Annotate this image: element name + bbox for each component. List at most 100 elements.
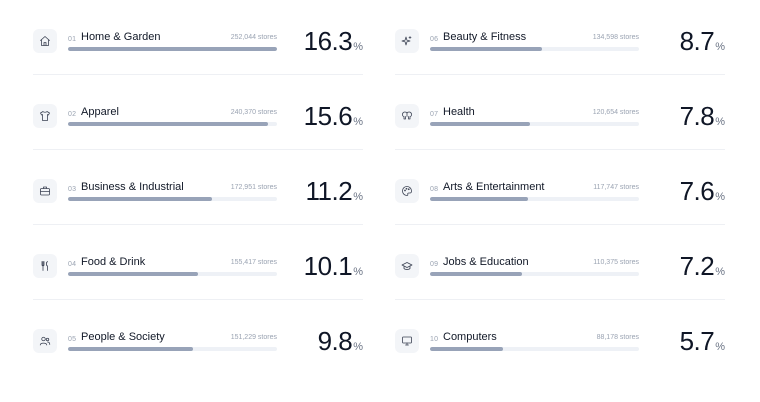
share-bar-fill	[68, 347, 194, 351]
percent-sign: %	[353, 116, 363, 128]
category-name: Business & Industrial	[81, 181, 184, 193]
percent-sign: %	[353, 41, 363, 53]
share-bar-fill	[430, 347, 504, 351]
store-count: 172,951 stores	[230, 184, 277, 191]
category-row: 05 People & Society 151,229 stores 9.8%	[33, 300, 363, 375]
store-count: 240,370 stores	[230, 109, 277, 116]
category-name: Arts & Entertainment	[443, 181, 545, 193]
store-count: 252,044 stores	[230, 34, 277, 41]
category-name: Health	[443, 106, 475, 118]
category-rank: 05	[68, 336, 77, 343]
percent-sign: %	[353, 266, 363, 278]
percent-sign: %	[715, 41, 725, 53]
graduation-cap-icon	[395, 254, 419, 278]
briefcase-icon	[33, 179, 57, 203]
share-bar	[430, 122, 639, 126]
store-count: 134,598 stores	[592, 34, 639, 41]
category-name: Beauty & Fitness	[443, 31, 527, 43]
share-bar-fill	[68, 272, 198, 276]
percent-value: 8.7	[679, 26, 715, 56]
category-column-right: 06 Beauty & Fitness 134,598 stores 8.7% …	[395, 0, 725, 375]
percent-sign: %	[715, 116, 725, 128]
category-row: 02 Apparel 240,370 stores 15.6%	[33, 75, 363, 150]
category-name: Jobs & Education	[443, 256, 529, 268]
store-count: 110,375 stores	[593, 259, 639, 266]
share-bar	[68, 47, 277, 51]
store-count: 117,747 stores	[593, 184, 639, 191]
store-count: 88,178 stores	[596, 334, 639, 341]
sparkles-icon	[395, 29, 419, 53]
category-row: 08 Arts & Entertainment 117,747 stores 7…	[395, 150, 725, 225]
share-bar	[430, 347, 639, 351]
percent-sign: %	[715, 191, 725, 203]
utensils-icon	[33, 254, 57, 278]
category-name: Home & Garden	[81, 31, 161, 43]
share-percent: 15.6%	[304, 101, 363, 132]
category-row: 09 Jobs & Education 110,375 stores 7.2%	[395, 225, 725, 300]
percent-sign: %	[353, 191, 363, 203]
share-percent: 10.1%	[304, 251, 363, 282]
category-row: 04 Food & Drink 155,417 stores 10.1%	[33, 225, 363, 300]
users-icon	[33, 329, 57, 353]
share-percent: 9.8%	[318, 326, 363, 357]
share-percent: 7.8%	[680, 101, 725, 132]
category-rank: 01	[68, 36, 77, 43]
share-percent: 7.2%	[680, 251, 725, 282]
monitor-icon	[395, 329, 419, 353]
share-bar	[68, 122, 277, 126]
share-bar-fill	[430, 122, 531, 126]
shirt-icon	[33, 104, 57, 128]
share-percent: 11.2%	[306, 176, 363, 207]
category-rank: 03	[68, 186, 77, 193]
category-rank: 06	[430, 36, 439, 43]
store-count: 155,417 stores	[230, 259, 277, 266]
category-rank: 08	[430, 186, 439, 193]
store-count: 120,654 stores	[592, 109, 639, 116]
percent-value: 7.8	[679, 101, 715, 131]
percent-value: 5.7	[679, 326, 715, 356]
health-icon	[395, 104, 419, 128]
category-rank: 09	[430, 261, 439, 268]
category-row: 06 Beauty & Fitness 134,598 stores 8.7%	[395, 0, 725, 75]
share-bar	[430, 197, 639, 201]
category-rank: 10	[430, 336, 439, 343]
share-bar-fill	[68, 47, 277, 51]
share-bar	[430, 47, 639, 51]
share-bar	[430, 272, 639, 276]
share-bar-fill	[68, 197, 212, 201]
share-percent: 16.3%	[304, 26, 363, 57]
palette-icon	[395, 179, 419, 203]
category-rank: 07	[430, 111, 439, 118]
share-bar	[68, 197, 277, 201]
percent-value: 16.3	[303, 26, 353, 56]
share-bar	[68, 347, 277, 351]
share-bar-fill	[430, 272, 522, 276]
store-count: 151,229 stores	[230, 334, 277, 341]
category-row: 10 Computers 88,178 stores 5.7%	[395, 300, 725, 375]
percent-value: 15.6	[303, 101, 353, 131]
percent-value: 11.2	[305, 176, 353, 206]
category-name: Food & Drink	[81, 256, 146, 268]
category-name: Computers	[443, 331, 497, 343]
category-rank: 04	[68, 261, 77, 268]
share-bar-fill	[430, 197, 528, 201]
share-percent: 8.7%	[680, 26, 725, 57]
category-rank: 02	[68, 111, 77, 118]
category-row: 03 Business & Industrial 172,951 stores …	[33, 150, 363, 225]
share-bar-fill	[430, 47, 542, 51]
category-row: 07 Health 120,654 stores 7.8%	[395, 75, 725, 150]
percent-value: 7.2	[679, 251, 715, 281]
category-name: People & Society	[81, 331, 165, 343]
category-row: 01 Home & Garden 252,044 stores 16.3%	[33, 0, 363, 75]
percent-value: 9.8	[317, 326, 353, 356]
share-percent: 5.7%	[680, 326, 725, 357]
percent-sign: %	[715, 266, 725, 278]
share-bar	[68, 272, 277, 276]
share-bar-fill	[68, 122, 268, 126]
percent-sign: %	[715, 341, 725, 353]
category-column-left: 01 Home & Garden 252,044 stores 16.3% 02…	[33, 0, 363, 375]
percent-sign: %	[353, 341, 363, 353]
percent-value: 10.1	[303, 251, 353, 281]
share-percent: 7.6%	[680, 176, 725, 207]
home-icon	[33, 29, 57, 53]
